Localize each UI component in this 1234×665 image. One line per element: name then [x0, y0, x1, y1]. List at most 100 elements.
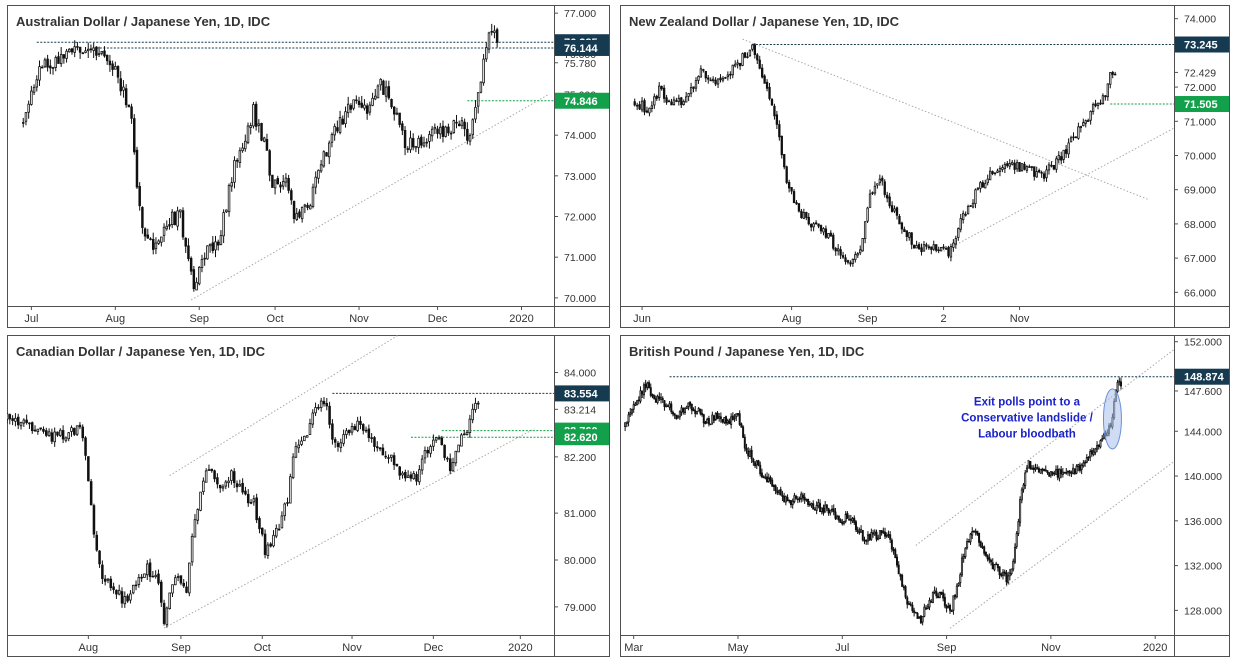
- candle: [47, 428, 51, 437]
- candle: [1033, 166, 1036, 181]
- candle: [682, 407, 685, 415]
- candle-body: [135, 149, 139, 188]
- candle: [889, 531, 892, 544]
- candle-body: [776, 490, 779, 494]
- y-tick-label: 66.000: [1184, 287, 1216, 299]
- candle-body: [736, 413, 739, 415]
- candle: [984, 179, 987, 189]
- candle-body: [1067, 142, 1070, 155]
- y-tick-label: 82.200: [564, 452, 596, 464]
- candle-body: [709, 79, 712, 82]
- candle: [711, 76, 715, 83]
- candle-body: [116, 66, 120, 78]
- candle: [883, 179, 886, 198]
- candle-body: [235, 159, 239, 162]
- candle-body: [1049, 471, 1052, 476]
- candle: [479, 81, 483, 94]
- candle: [151, 232, 155, 255]
- candle-body: [241, 482, 244, 493]
- candle: [721, 418, 724, 424]
- candle: [1065, 468, 1068, 475]
- candle-body: [917, 244, 921, 250]
- candle-body: [952, 595, 955, 611]
- candle: [1082, 460, 1085, 468]
- candle-body: [1058, 468, 1061, 479]
- candle: [658, 392, 661, 402]
- candle-body: [836, 516, 839, 520]
- candle: [917, 242, 921, 250]
- gbpjpy-chart-panel[interactable]: Exit polls point to a Conservative landsl…: [620, 335, 1230, 657]
- candle: [444, 125, 447, 138]
- candle-body: [184, 237, 187, 247]
- candle: [157, 239, 160, 245]
- candle-body: [468, 135, 472, 142]
- candle-body: [417, 137, 420, 148]
- candle-body: [367, 428, 371, 439]
- candle-body: [913, 610, 916, 613]
- candle: [203, 252, 206, 266]
- candle: [95, 531, 99, 552]
- candle: [931, 591, 934, 604]
- candle: [914, 611, 917, 614]
- candle: [468, 133, 472, 146]
- trendline-2: [943, 127, 1174, 252]
- candle-body: [645, 110, 649, 113]
- candle-body: [238, 484, 242, 487]
- candle-body: [103, 578, 107, 582]
- audjpy-chart-panel[interactable]: Australian Dollar / Japanese Yen, 1D, ID…: [7, 5, 610, 328]
- candle-body: [1046, 470, 1049, 474]
- candle: [89, 44, 93, 53]
- candle-body: [735, 413, 738, 418]
- candle-body: [964, 214, 967, 216]
- candle: [886, 191, 889, 203]
- cadjpy-chart-panel[interactable]: Canadian Dollar / Japanese Yen, 1D, IDC 8…: [7, 335, 610, 657]
- candle-body: [199, 491, 202, 511]
- candle-body: [24, 112, 28, 122]
- candle: [33, 425, 37, 432]
- candle: [995, 561, 998, 566]
- candle: [367, 424, 371, 442]
- candle-body: [311, 186, 315, 207]
- candle: [373, 436, 376, 452]
- candle-body: [803, 496, 806, 501]
- candle: [846, 259, 850, 265]
- candle-body: [129, 593, 132, 601]
- candle: [328, 401, 331, 429]
- candle: [1096, 441, 1099, 453]
- price-tag: 74.846: [555, 92, 609, 109]
- candle: [390, 454, 393, 462]
- candle: [854, 251, 857, 263]
- candle-body: [909, 603, 912, 606]
- candle: [103, 46, 106, 58]
- price-tag-box: [555, 92, 609, 109]
- candle-body: [95, 534, 99, 551]
- candle: [909, 601, 912, 607]
- candle: [675, 97, 678, 103]
- candle: [787, 179, 791, 193]
- candle-body: [930, 601, 933, 603]
- candle-body: [330, 134, 334, 143]
- candle: [173, 210, 177, 226]
- candle: [908, 231, 911, 241]
- candle: [697, 75, 700, 84]
- candle-body: [853, 517, 856, 524]
- candle-body: [221, 486, 225, 489]
- candle-body: [401, 472, 404, 476]
- candle-body: [931, 592, 934, 604]
- candle: [53, 427, 56, 447]
- candle-body: [420, 458, 424, 471]
- candle-body: [195, 281, 198, 291]
- candle: [338, 110, 342, 135]
- candle: [97, 46, 101, 58]
- candle: [819, 499, 822, 513]
- candle: [1043, 468, 1046, 472]
- candle: [206, 245, 209, 260]
- candle: [84, 436, 87, 461]
- candle: [211, 236, 215, 254]
- candle-body: [101, 564, 104, 579]
- candle: [70, 47, 74, 55]
- candle: [168, 592, 171, 610]
- candle: [873, 529, 876, 537]
- nzdjpy-chart-panel[interactable]: New Zealand Dollar / Japanese Yen, 1D, I…: [620, 5, 1230, 328]
- candle: [906, 595, 909, 609]
